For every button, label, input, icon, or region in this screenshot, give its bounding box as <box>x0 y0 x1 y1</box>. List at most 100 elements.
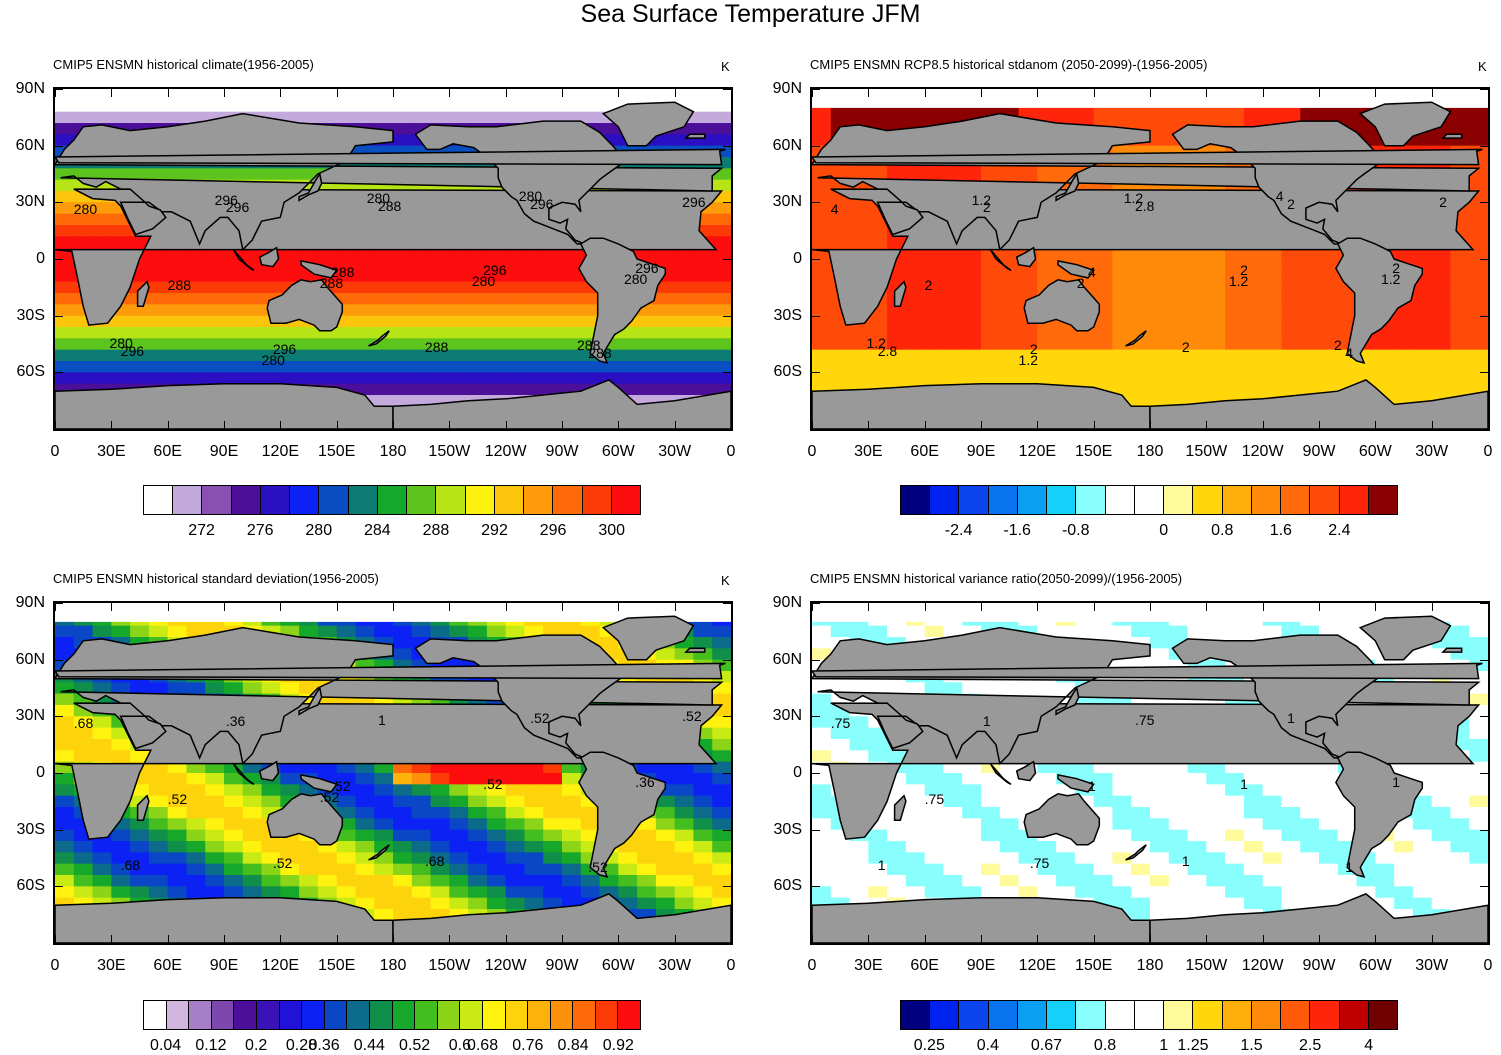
land-mass <box>392 379 731 429</box>
land-mass <box>1358 615 1452 661</box>
colorbar-swatch <box>930 1001 960 1029</box>
contour-label: 1 <box>1345 858 1354 875</box>
colorbar-swatch <box>1047 486 1077 514</box>
land-mass <box>812 112 1481 252</box>
contour-label: 2 <box>982 199 991 216</box>
lon-tick <box>1319 935 1320 943</box>
colorbar-swatch <box>1368 486 1397 514</box>
lon-tick <box>1093 89 1095 97</box>
colorbar-swatch <box>189 1001 212 1029</box>
colorbar-swatch <box>1339 486 1369 514</box>
contour-label: .75 <box>1029 855 1050 872</box>
lon-tick <box>1488 603 1489 611</box>
lat-tick <box>812 773 820 774</box>
colorbar-label: 0.44 <box>353 1037 385 1054</box>
land-mass <box>812 896 1151 943</box>
land-mass <box>893 794 907 821</box>
lon-tick-label: 30W <box>1415 957 1449 974</box>
land-mass <box>1358 101 1452 147</box>
lon-tick-label: 180 <box>379 957 407 974</box>
lon-tick <box>224 935 225 943</box>
lon-tick-label: 120E <box>1018 443 1057 460</box>
lon-tick-label: 30E <box>854 957 883 974</box>
lon-tick <box>1037 935 1039 943</box>
lon-tick-label: 30E <box>97 443 126 460</box>
land-mass <box>298 686 323 716</box>
colorbar-swatch <box>1076 1001 1106 1029</box>
lon-tick <box>393 89 394 97</box>
land-mass <box>55 662 726 680</box>
lon-tick-label: 30E <box>854 443 883 460</box>
lon-tick <box>224 421 225 429</box>
lon-tick <box>868 603 870 611</box>
contour-label: 2 <box>1029 341 1038 358</box>
land-mass <box>1441 133 1463 139</box>
land-mass <box>136 794 150 821</box>
colorbar-swatch <box>279 1001 303 1029</box>
lat-tick-label: 60N <box>772 650 802 668</box>
contour-label: 2.8 <box>1134 197 1155 214</box>
lat-tick-label: 90N <box>772 594 802 611</box>
lat-tick <box>812 259 820 260</box>
land-mass <box>392 893 731 943</box>
colorbar-label: 0 <box>1159 522 1169 539</box>
contour-label: .52 <box>331 777 351 794</box>
lon-tick <box>812 603 813 611</box>
lon-tick-label: 150W <box>1185 443 1228 460</box>
land-mass <box>601 101 695 147</box>
contour-label: 288 <box>319 275 344 291</box>
contour-label: 4 <box>1345 344 1354 361</box>
land-mass <box>1057 259 1095 279</box>
lon-tick-label: 90W <box>1302 443 1336 460</box>
lon-tick-label: 150E <box>317 443 356 460</box>
contour-label: 296 <box>272 341 297 358</box>
contour-label: .52 <box>530 709 550 726</box>
contour-label: 2 <box>1334 337 1342 354</box>
colorbar-swatch <box>1251 486 1282 514</box>
lon-tick <box>336 421 338 429</box>
colorbar-stdanom <box>900 485 1398 515</box>
contour-label: .75 <box>830 715 851 732</box>
lon-tick <box>868 935 870 943</box>
lon-tick <box>55 421 56 429</box>
lon-tick-label: 60E <box>910 443 939 460</box>
land-mass <box>893 280 907 307</box>
contour-label: 280 <box>261 352 285 369</box>
colorbar-varratio <box>900 1000 1398 1030</box>
lat-tick <box>812 89 820 90</box>
lon-tick <box>618 935 620 943</box>
lat-tick-label: 60N <box>772 136 802 154</box>
colorbar-label: 0.8 <box>1093 1037 1117 1054</box>
land-mass <box>989 763 1012 785</box>
colorbar-swatch <box>618 1001 641 1029</box>
lon-tick <box>981 603 982 611</box>
colorbar-label: 1 <box>1159 1037 1169 1054</box>
lon-tick <box>618 603 620 611</box>
lat-tick <box>1480 659 1488 661</box>
colorbar-label: 296 <box>539 522 567 539</box>
colorbar-label: 0.67 <box>1030 1037 1063 1054</box>
lon-tick <box>924 603 926 611</box>
lon-tick-label: 90W <box>1302 957 1336 974</box>
lon-tick <box>731 935 732 943</box>
land-mass <box>684 133 706 139</box>
lon-tick-label: 90E <box>209 957 239 974</box>
lon-tick <box>1093 421 1095 429</box>
lon-tick-label: 90W <box>545 443 579 460</box>
lat-tick-label: 30S <box>16 820 45 838</box>
colorbar-swatch <box>319 486 349 514</box>
lon-tick <box>505 603 507 611</box>
contour-label: 288 <box>577 337 601 354</box>
land-mass <box>368 330 390 347</box>
colorbar-swatch <box>324 1001 348 1029</box>
lat-tick <box>812 716 820 718</box>
land-mass <box>266 278 344 332</box>
contour-label: 288 <box>331 263 355 280</box>
lon-tick <box>1319 603 1320 611</box>
land-mass <box>1055 172 1080 202</box>
lon-tick <box>1037 421 1039 429</box>
figure-title: Sea Surface Temperature JFM <box>580 0 921 28</box>
lat-tick-label: 30N <box>772 707 802 725</box>
colorbar-swatch <box>436 486 466 514</box>
colorbar-swatch <box>1076 486 1106 514</box>
